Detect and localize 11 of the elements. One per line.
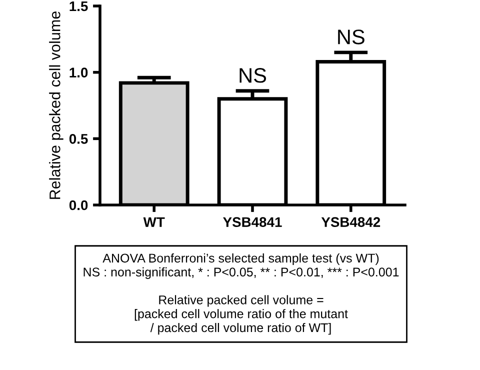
x-tick-label: YSB4841 bbox=[223, 217, 282, 228]
y-tick-label: 0.5 bbox=[69, 134, 88, 144]
x-tick-label: YSB4842 bbox=[321, 217, 380, 228]
y-tick-label: 0.0 bbox=[69, 200, 88, 210]
y-axis-title: Relative packed cell volume bbox=[49, 11, 64, 199]
x-tick-label: WT bbox=[143, 217, 165, 227]
text: ANOVA Bonferroni’s selected sample test (vs WT) NS : non-significant, * : P<0.05, ** : P<0.01, *** : P<0.001 Relative packed cell volume = [packed cell volume ratio of the mutant / packed cell volume ratio of WT] bbox=[84, 253, 399, 335]
annotation: NS bbox=[240, 68, 266, 83]
y-tick-label: 1.0 bbox=[70, 68, 88, 78]
y-tick-label: 1.5 bbox=[70, 1, 88, 12]
annotation: NS bbox=[338, 30, 364, 44]
